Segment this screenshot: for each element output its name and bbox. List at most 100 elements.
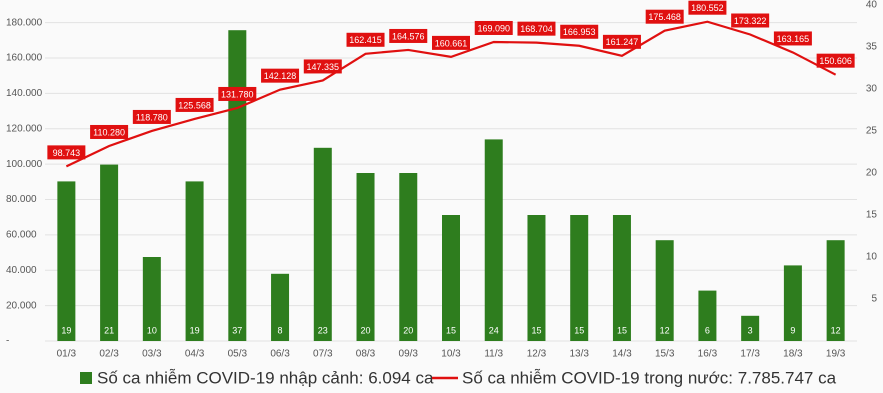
bar (655, 240, 674, 341)
data-label: 180.552 (691, 3, 724, 13)
bar-label: 3 (748, 325, 753, 335)
bar (612, 215, 631, 341)
bar (356, 173, 375, 341)
bar (527, 215, 546, 341)
x-tick-label: 08/3 (356, 349, 376, 360)
x-tick-label: 16/3 (698, 349, 718, 360)
y2-tick-label: 40 (866, 0, 878, 11)
data-label: 150.606 (819, 56, 852, 66)
data-label-box (602, 34, 641, 49)
data-label-box (816, 53, 855, 68)
data-label: 163.165 (777, 34, 810, 44)
data-label-box (389, 28, 428, 43)
bar-label: 15 (617, 325, 627, 335)
y2-tick-label: 20 (866, 168, 878, 179)
bar (100, 164, 119, 341)
data-label: 110.280 (93, 127, 125, 137)
data-label: 160.661 (435, 38, 468, 48)
x-tick-label: 17/3 (740, 349, 760, 360)
y-tick-label: 60.000 (6, 230, 37, 241)
y-tick-label: 160.000 (6, 53, 43, 64)
legend-swatch (80, 372, 92, 384)
bar (228, 30, 247, 341)
legend-label: Số ca nhiễm COVID-19 trong nước: 7.785.7… (462, 368, 837, 387)
x-tick-label: 07/3 (313, 349, 333, 360)
x-tick-label: 02/3 (99, 349, 119, 360)
y-tick-label: 100.000 (6, 159, 43, 170)
bar (442, 215, 460, 341)
data-label: 131.780 (221, 89, 254, 99)
bar (783, 265, 802, 341)
data-label-box (773, 31, 812, 46)
line (65, 20, 837, 168)
data-label: 168.704 (520, 24, 553, 34)
data-label-box (90, 124, 129, 139)
data-label-box (517, 21, 556, 36)
bar-label: 19 (61, 325, 71, 335)
data-label: 98.743 (53, 148, 81, 158)
y2-tick-label: 15 (866, 210, 878, 221)
bar-label: 15 (574, 325, 584, 335)
x-tick-label: 03/3 (142, 349, 162, 360)
x-tick-label: 05/3 (228, 349, 248, 360)
x-tick-label: 11/3 (484, 349, 503, 360)
bar (399, 173, 418, 341)
x-tick-label: 04/3 (185, 349, 205, 360)
y-tick-label: 80.000 (6, 194, 37, 205)
data-label-box (474, 20, 513, 35)
y2-tick-label: 35 (866, 42, 878, 53)
bar-label: 24 (489, 325, 499, 335)
data-label: 125.568 (178, 100, 211, 110)
y-tick-label: 120.000 (6, 123, 43, 134)
bar-label: 15 (531, 325, 541, 335)
bar-label: 20 (403, 325, 413, 335)
x-tick-label: 06/3 (270, 349, 290, 360)
data-label: 166.953 (563, 27, 596, 37)
bar (826, 240, 845, 341)
y2-tick-label: 25 (866, 126, 878, 137)
bar (698, 290, 717, 341)
data-label: 175.468 (648, 12, 681, 22)
bar-label: 20 (361, 325, 371, 335)
x-tick-label: 09/3 (399, 349, 419, 360)
data-label-box (560, 24, 599, 39)
y2-tick-label: 5 (871, 294, 877, 305)
bar-label: 21 (104, 325, 114, 335)
data-label: 173.322 (734, 16, 767, 26)
y2-tick-label: 30 (866, 84, 878, 95)
legend-label: Số ca nhiễm COVID-19 nhập cảnh: 6.094 ca (97, 368, 434, 387)
data-label-box (175, 97, 214, 112)
data-label: 147.335 (307, 62, 340, 72)
x-tick-label: 01/3 (57, 349, 77, 360)
bar (57, 181, 76, 341)
x-tick-label: 15/3 (655, 349, 675, 360)
x-tick-label: 14/3 (612, 349, 632, 360)
x-tick-label: 19/3 (826, 349, 846, 360)
bar (313, 147, 332, 341)
bar-label: 37 (232, 325, 242, 335)
x-tick-label: 18/3 (783, 349, 803, 360)
bar-label: 15 (446, 325, 456, 335)
y-tick-label: 20.000 (6, 300, 37, 311)
x-tick-label: 10/3 (441, 349, 461, 360)
data-label-box (688, 0, 727, 15)
bar (741, 315, 760, 341)
y-tick-label: 180.000 (6, 17, 43, 28)
data-label: 164.576 (392, 31, 425, 41)
x-tick-label: 13/3 (569, 349, 589, 360)
data-label-box (731, 13, 770, 28)
data-label-box (132, 109, 171, 124)
y-tick-label: - (6, 336, 9, 347)
data-label-box (218, 86, 257, 101)
bar-label: 23 (318, 325, 328, 335)
y-tick-label: 140.000 (6, 88, 43, 99)
data-label: 118.780 (136, 112, 168, 122)
bar-label: 12 (831, 325, 841, 335)
bar-label: 12 (660, 325, 670, 335)
bar (484, 139, 503, 341)
data-label-box (303, 59, 342, 74)
bar (185, 181, 204, 341)
bar-label: 9 (790, 325, 795, 335)
